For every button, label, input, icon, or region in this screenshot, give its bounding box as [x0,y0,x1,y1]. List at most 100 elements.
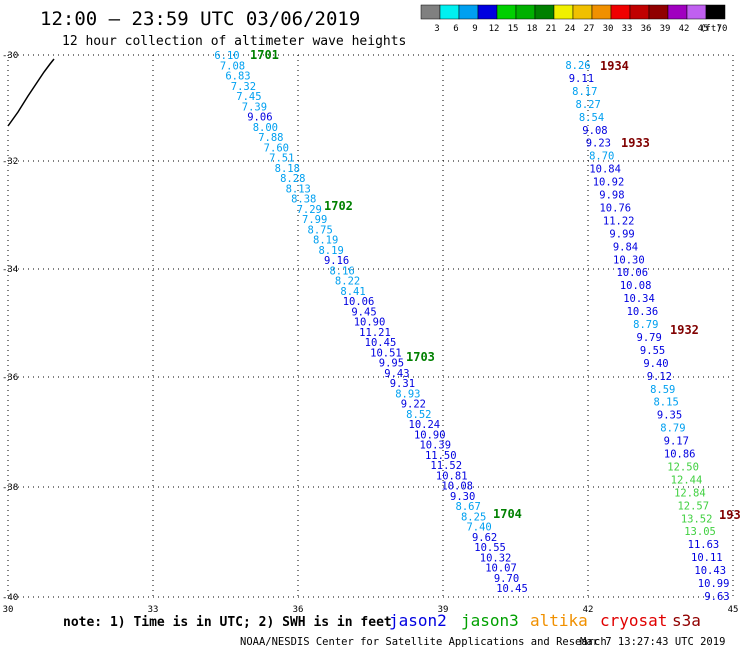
swh-value: 8.15 [653,397,678,409]
colorbar-swatch [477,4,498,20]
colorbar-swatch [534,4,555,20]
pass-label: 1702 [324,199,353,213]
swh-value: 10.07 [485,563,517,575]
swh-value: 10.90 [354,317,386,329]
pass-labels: 1701 1702 1703 1704 1934 1933 1932 193 [250,48,740,522]
swh-value: 10.84 [589,164,621,176]
swh-value: 8.67 [456,501,481,513]
swh-value: 10.55 [474,542,506,554]
swh-value: 8.38 [291,194,316,206]
swh-value: 8.28 [280,173,305,185]
swh-value: 9.31 [390,378,415,390]
swh-value: 10.45 [365,337,397,349]
pass-label: 1932 [670,323,699,337]
swh-value: 9.98 [599,190,624,202]
swh-tracks: 6.107.086.837.327.457.399.068.007.887.60… [214,50,729,603]
satellite-legend: jason2 jason3 altika cryosat s3a [389,611,701,630]
swh-value: 10.08 [620,280,652,292]
colorbar-swatch [610,4,631,20]
swh-value: 8.22 [335,276,360,288]
lat-tick-label: -38 [2,483,18,493]
swh-value: 13.05 [684,526,716,538]
swh-value: 8.19 [318,245,343,257]
pass-label: 1701 [250,48,279,62]
colorbar-tick-label: 70 [717,24,728,34]
colorbar-unit: (ft) [700,24,722,34]
swh-value: 12.84 [674,487,706,499]
swh-value: 8.79 [660,423,685,435]
credit-text: NOAA/NESDIS Center for Satellite Applica… [240,636,607,648]
swh-value: 10.39 [419,440,451,452]
pass-label: 1704 [493,507,522,521]
swh-value: 10.11 [691,552,723,564]
swh-value: 8.13 [286,183,311,195]
swh-value: 7.88 [258,132,283,144]
swh-value: 8.70 [589,151,614,163]
colorbar-tick-label: 3 [434,24,439,34]
pass-label: 1933 [621,136,650,150]
colorbar-swatch [648,4,669,20]
swh-value: 12.44 [671,474,703,486]
satellite-label: altika [530,611,588,630]
swh-value: 8.27 [576,99,601,111]
swh-value: 10.24 [409,419,441,431]
colorbar-tick-label: 30 [603,24,614,34]
swh-value: 11.21 [359,327,391,339]
swh-value: 7.39 [242,101,267,113]
lon-tick-label: 42 [583,605,594,615]
swh-value: 9.30 [450,491,475,503]
swh-value: 10.45 [496,583,528,595]
colorbar-tick-label: 39 [660,24,671,34]
swh-value: 7.99 [302,214,327,226]
swh-value: 8.00 [253,122,278,134]
colorbar-tick-label: 33 [622,24,633,34]
swh-value: 7.51 [269,153,294,165]
swh-value: 9.12 [647,371,672,383]
swh-value: 11.52 [430,460,462,472]
lat-lon-grid: 30 33 36 39 42 45 -30 -32 -34 -36 -38 -40 [2,51,738,615]
swh-value: 9.08 [582,125,607,137]
swh-value: 9.43 [384,368,409,380]
swh-value: 10.30 [613,254,645,266]
swh-value: 6.83 [225,71,250,83]
colorbar-tick-label: 15 [508,24,519,34]
swh-value: 8.75 [308,224,333,236]
colorbar-swatch [515,4,536,20]
swh-value: 7.32 [231,81,256,93]
swh-value: 8.19 [313,235,338,247]
pass-label: 1934 [600,59,629,73]
lon-tick-label: 33 [148,605,159,615]
swh-value: 11.50 [425,450,457,462]
satellite-label: jason2 [389,611,447,630]
swh-value: 8.54 [579,112,604,124]
colorbar-swatch [458,4,479,20]
footnote: note: 1) Time is in UTC; 2) SWH is in fe… [63,615,392,630]
colorbar-swatch [553,4,574,20]
swh-value: 10.06 [616,267,648,279]
lon-tick-label: 45 [728,605,739,615]
swh-value: 10.34 [623,293,655,305]
swh-value: 9.16 [324,255,349,267]
colorbar-tick-label: 6 [453,24,458,34]
colorbar-swatch [420,4,441,20]
colorbar-tick-label: 24 [565,24,576,34]
swh-value: 9.99 [609,228,634,240]
swh-value: 10.92 [593,177,625,189]
swh-value: 11.22 [603,215,635,227]
colorbar-tick-label: 45 [698,24,709,34]
swh-value: 10.90 [414,429,446,441]
coastline [7,58,55,127]
swh-value: 12.50 [667,461,699,473]
lon-tick-label: 39 [438,605,449,615]
colorbar-swatch [667,4,688,20]
swh-value: 8.25 [461,511,486,523]
satellite-label: cryosat [600,611,667,630]
satellite-label: jason3 [461,611,519,630]
swh-value: 6.10 [214,50,239,62]
colorbar-tick-label: 9 [472,24,477,34]
swh-value: 9.45 [351,306,376,318]
colorbar-tick-label: 21 [546,24,557,34]
colorbar-tick-label: 42 [679,24,690,34]
swh-value: 9.70 [494,573,519,585]
